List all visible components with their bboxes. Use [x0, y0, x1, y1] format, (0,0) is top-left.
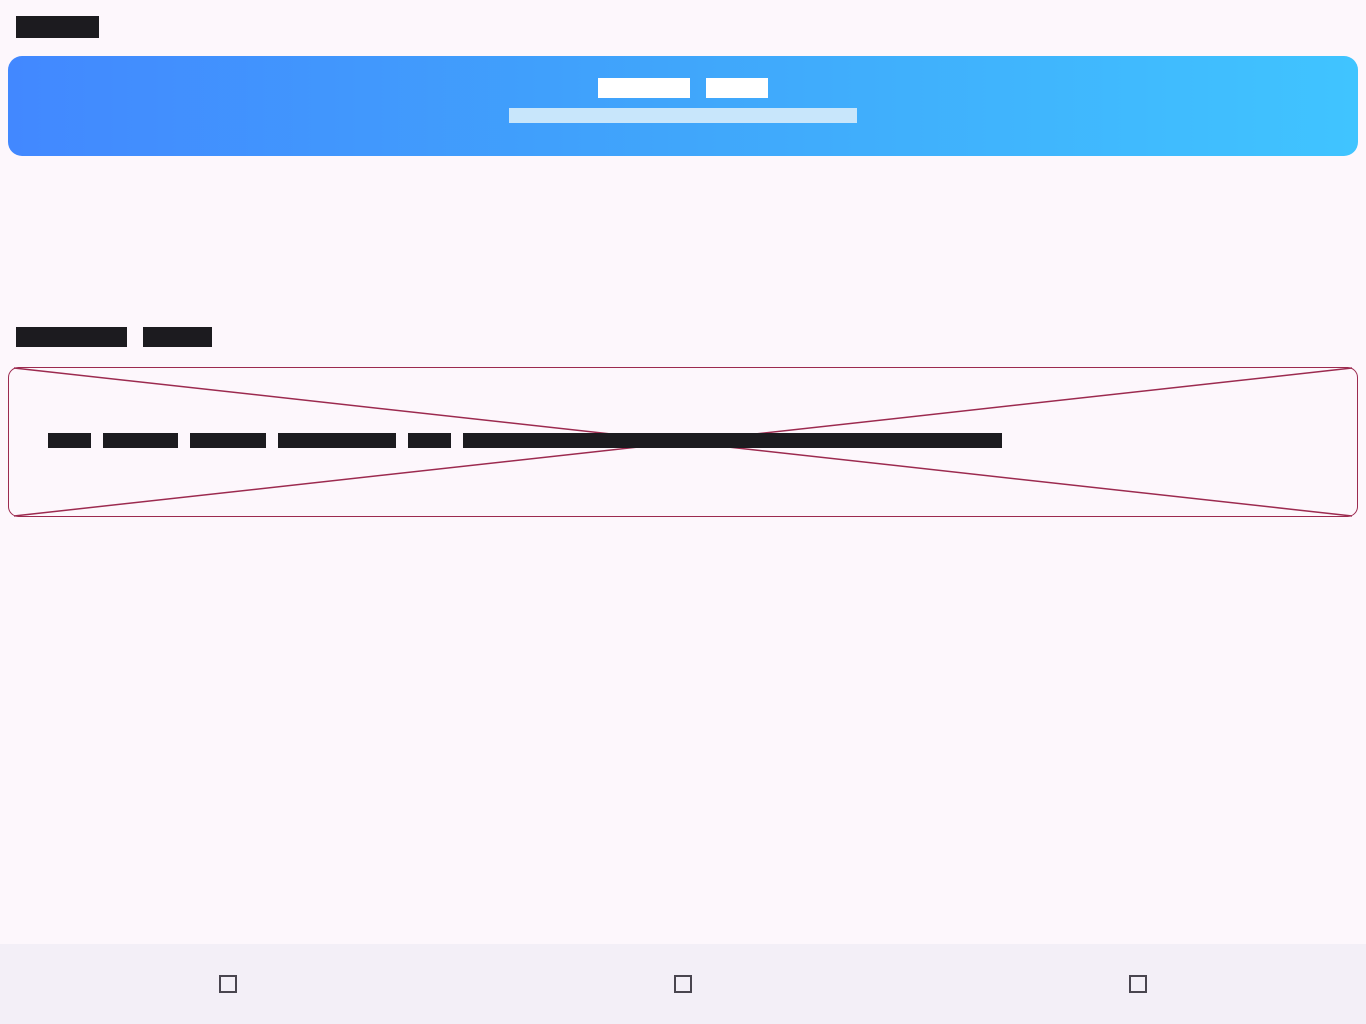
bottom-navigation-bar	[0, 944, 1366, 1024]
banner-title: ██████████	[8, 78, 1358, 102]
placeholder-word-1: ████	[48, 433, 92, 448]
nav-button-3[interactable]	[1078, 954, 1198, 1014]
placeholder-word-4: ███████████	[277, 433, 397, 448]
nav-button-1[interactable]	[168, 954, 288, 1014]
section-title: █████████████	[16, 326, 228, 347]
section-title-part-1: ████████	[16, 327, 127, 347]
placeholder-word-2: ███████	[103, 433, 179, 448]
banner-subtitle-text: ██████████████████████ ██████████	[508, 108, 858, 123]
banner-title-part-1: ██████	[598, 78, 691, 98]
app-bar-title: ██████	[16, 16, 100, 38]
placeholder-message: ████████████████████████████████████████…	[48, 433, 1318, 451]
header-banner: ██████████ ██████████████████████ ██████…	[8, 56, 1358, 156]
banner-subtitle: ██████████████████████ ██████████	[8, 108, 1358, 126]
placeholder-word-3: ███████	[190, 433, 266, 448]
square-icon	[218, 975, 237, 993]
content-placeholder: ████████████████████████████████████████…	[8, 367, 1358, 517]
square-icon	[1129, 975, 1148, 993]
placeholder-word-5: ████	[408, 433, 452, 448]
nav-button-2[interactable]	[623, 954, 743, 1014]
section-title-part-2: █████	[142, 327, 212, 347]
banner-title-part-2: ████	[706, 78, 768, 98]
placeholder-word-6: ████████████████████████████████████████…	[463, 433, 1002, 448]
square-icon	[673, 975, 692, 993]
